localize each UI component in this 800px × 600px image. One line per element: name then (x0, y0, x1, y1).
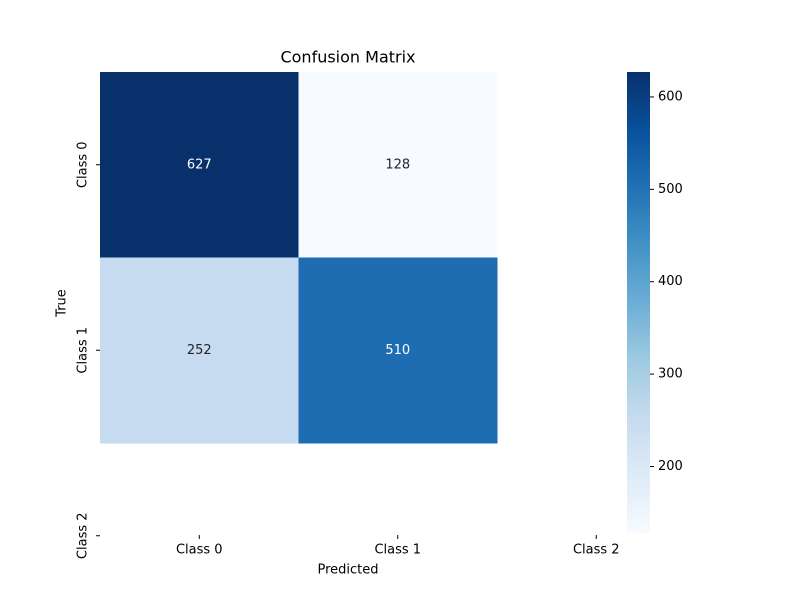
cell-label: 128 (385, 157, 410, 172)
x-tick-label: Class 0 (176, 543, 223, 558)
x-tick-label: Class 1 (374, 543, 421, 558)
y-tick-label: Class 1 (76, 327, 91, 374)
cell-label: 252 (187, 343, 212, 358)
cell-label: 627 (187, 157, 212, 172)
colorbar-tick-label: 200 (658, 459, 683, 474)
heatmap-cell (298, 257, 498, 444)
x-tick-label: Class 2 (573, 543, 620, 558)
y-tick-label: Class 2 (76, 512, 91, 559)
colorbar-tick-label: 600 (658, 89, 683, 104)
chart-title: Confusion Matrix (280, 48, 415, 67)
y-tick-label: Class 0 (76, 141, 91, 188)
heatmap-cell (100, 257, 299, 444)
colorbar-tick-label: 400 (658, 274, 683, 289)
colorbar-tick-label: 300 (658, 367, 683, 382)
x-axis-label: Predicted (317, 563, 378, 578)
heatmap-cell (100, 72, 299, 258)
cell-label: 510 (385, 343, 410, 358)
colorbar (627, 72, 650, 533)
heatmap-cell (298, 72, 498, 258)
y-axis-label: True (55, 289, 70, 318)
colorbar-tick-label: 500 (658, 182, 683, 197)
